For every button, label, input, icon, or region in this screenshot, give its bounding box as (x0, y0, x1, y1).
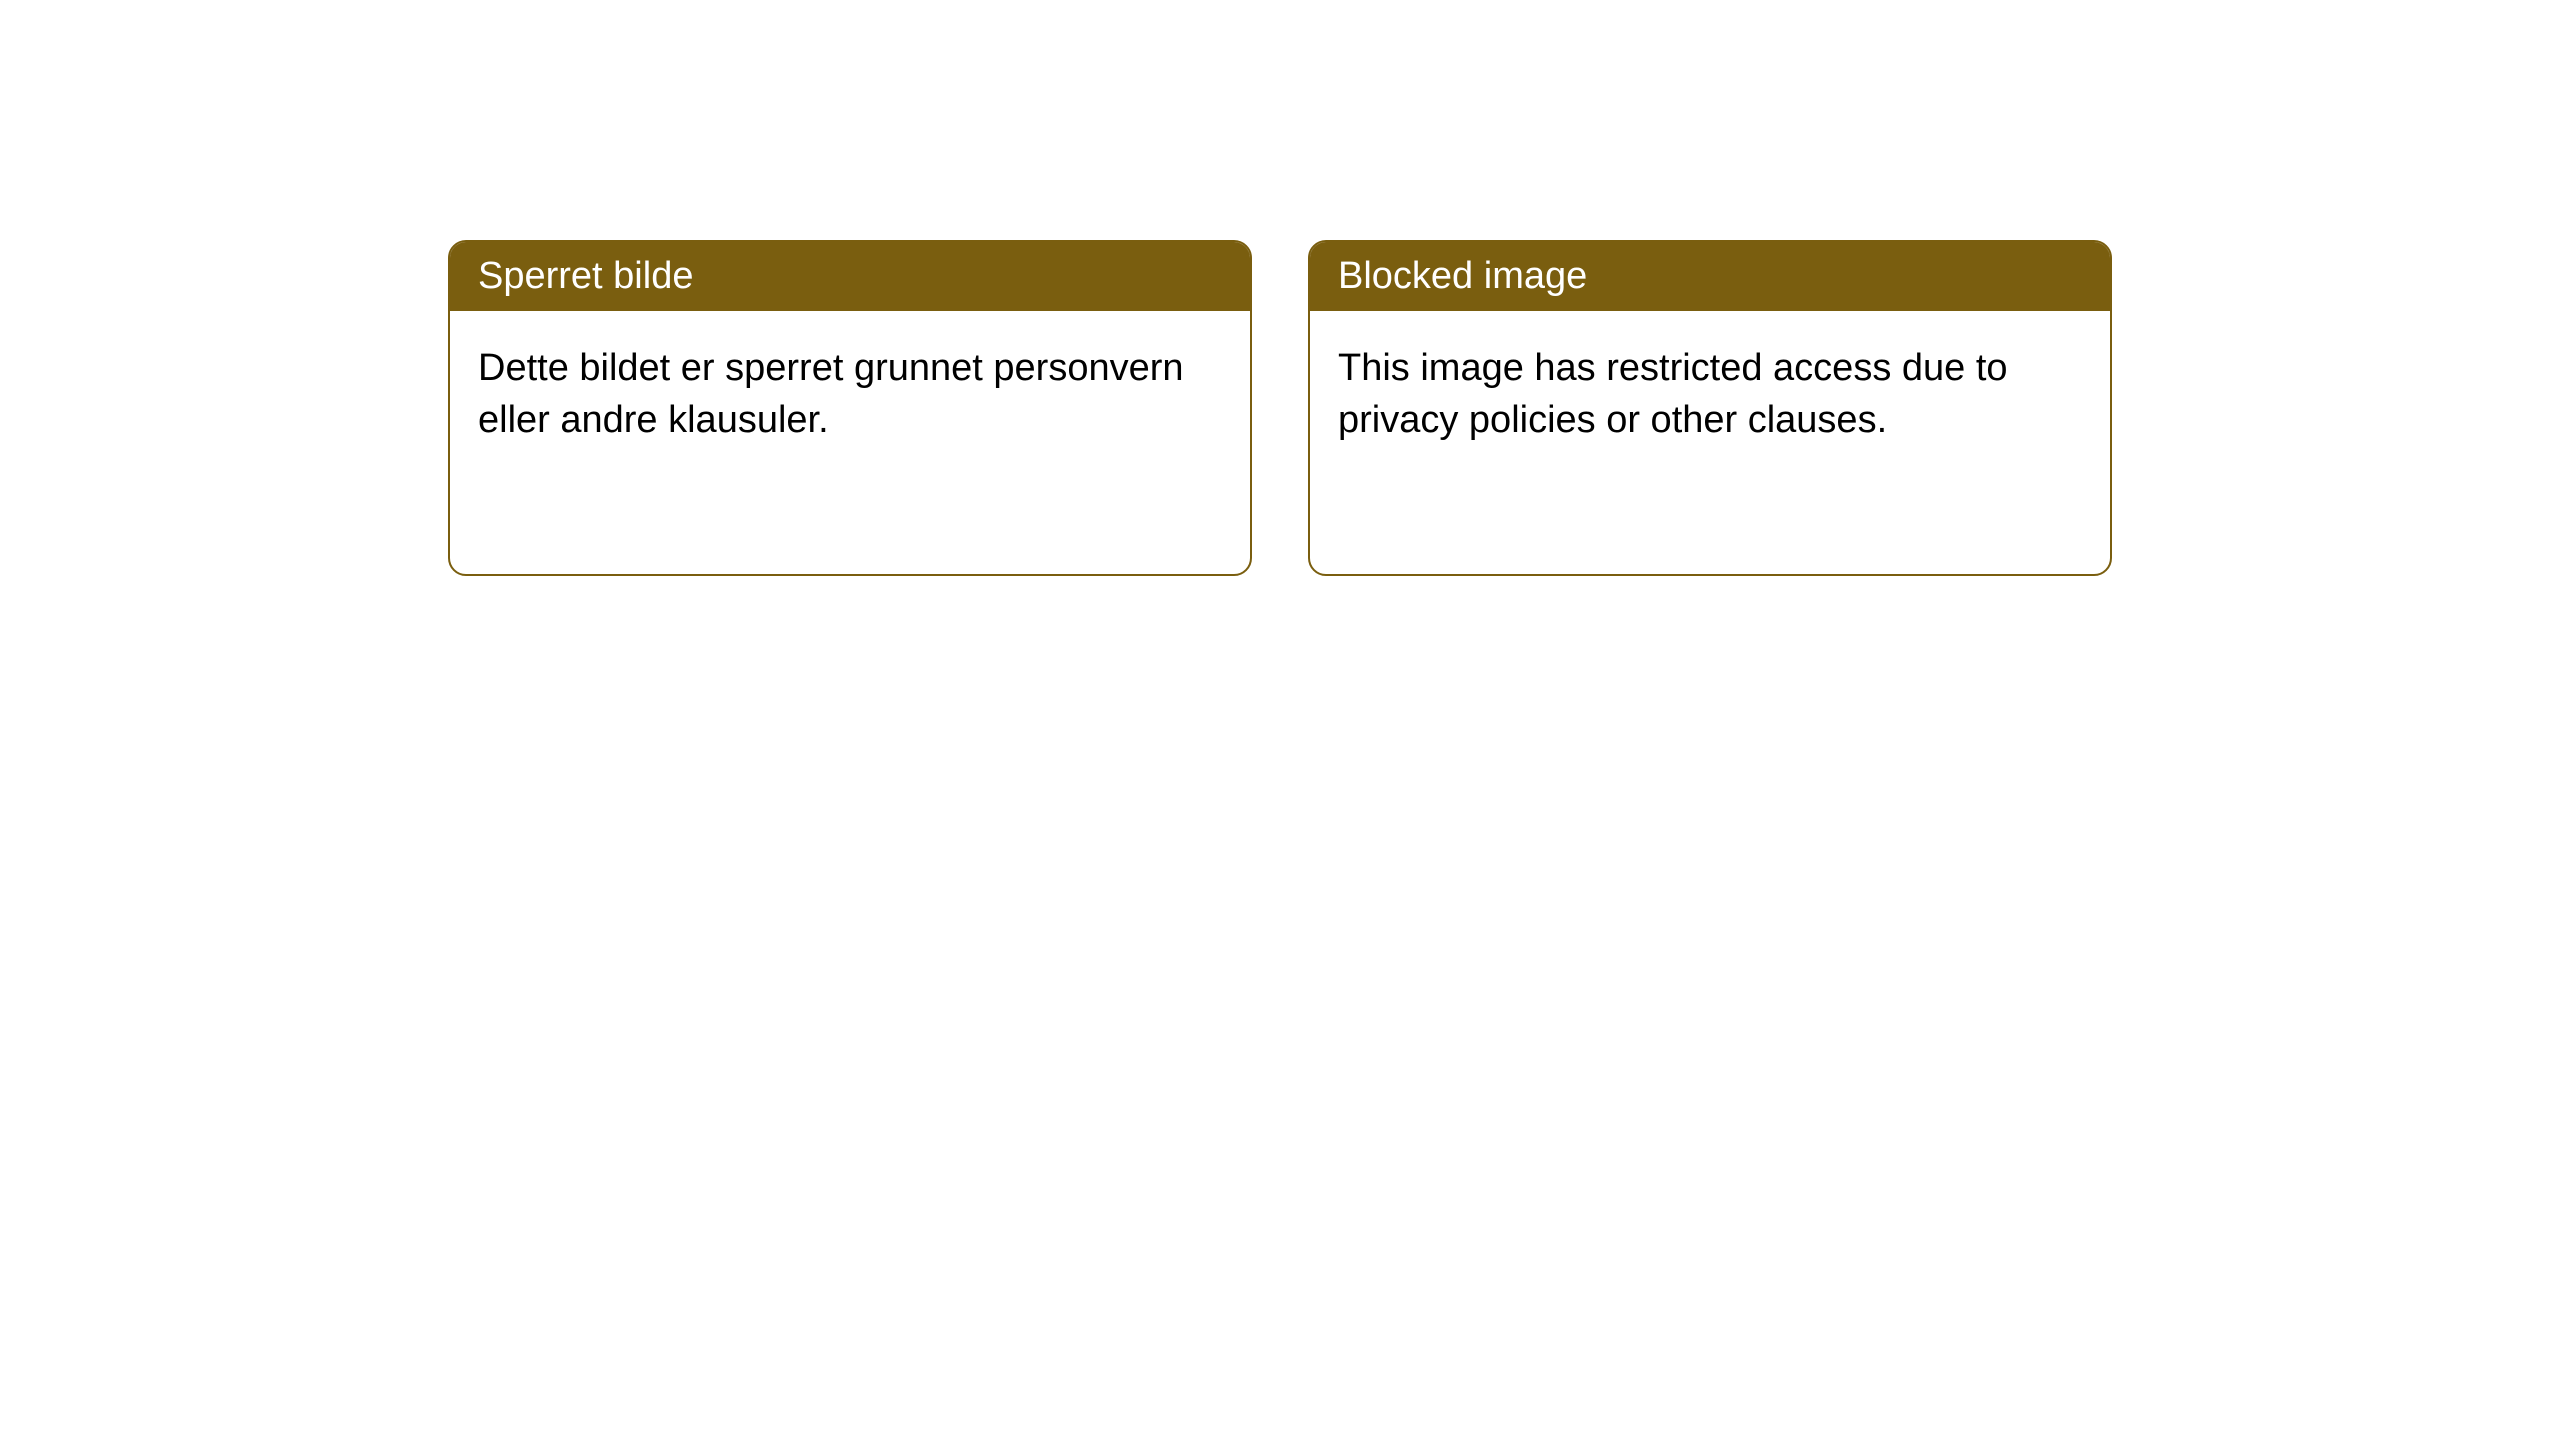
notice-message: Dette bildet er sperret grunnet personve… (450, 311, 1250, 478)
notice-message: This image has restricted access due to … (1310, 311, 2110, 478)
notice-title: Blocked image (1310, 242, 2110, 311)
notice-card-norwegian: Sperret bilde Dette bildet er sperret gr… (448, 240, 1252, 576)
notice-container: Sperret bilde Dette bildet er sperret gr… (0, 0, 2560, 576)
notice-title: Sperret bilde (450, 242, 1250, 311)
notice-card-english: Blocked image This image has restricted … (1308, 240, 2112, 576)
